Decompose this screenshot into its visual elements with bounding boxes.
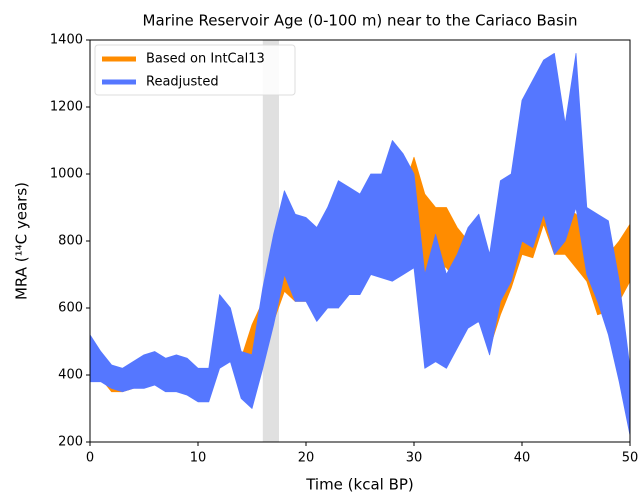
y-tick-label: 400	[58, 368, 83, 383]
x-tick-label: 40	[514, 451, 531, 466]
legend-label: Readjusted	[146, 75, 219, 90]
legend-label: Based on IntCal13	[146, 52, 265, 67]
x-tick-label: 50	[622, 451, 639, 466]
y-axis-label: MRA (¹⁴C years)	[13, 182, 31, 300]
y-tick-label: 1000	[50, 167, 83, 182]
x-tick-label: 30	[406, 451, 423, 466]
y-tick-label: 1400	[50, 33, 83, 48]
y-tick-label: 200	[58, 435, 83, 450]
chart-title: Marine Reservoir Age (0-100 m) near to t…	[143, 12, 578, 30]
legend-box	[94, 44, 296, 96]
x-tick-label: 0	[86, 451, 94, 466]
y-tick-label: 800	[58, 234, 83, 249]
x-tick-label: 20	[298, 451, 315, 466]
y-tick-label: 1200	[50, 100, 83, 115]
x-tick-label: 10	[190, 451, 207, 466]
y-tick-label: 600	[58, 301, 83, 316]
x-axis-label: Time (kcal BP)	[305, 476, 414, 494]
band	[89, 53, 631, 436]
